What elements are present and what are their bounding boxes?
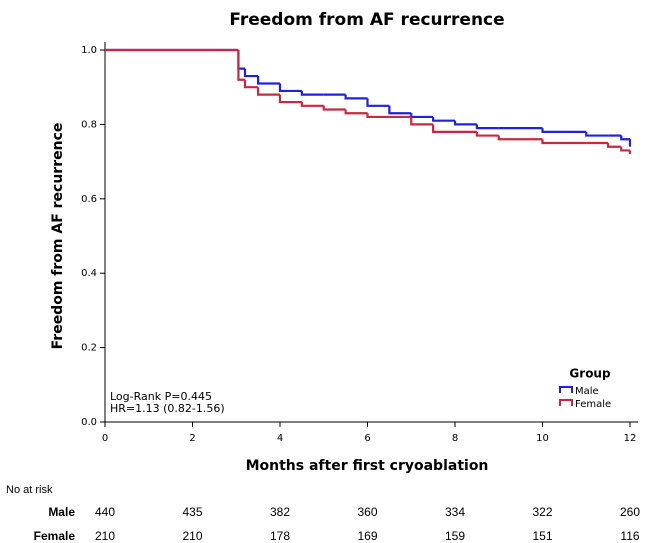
x-tick-label: 10: [536, 433, 549, 444]
legend-swatch: [559, 386, 573, 393]
risk-row-label: Female: [34, 529, 76, 543]
annotation: HR=1.13 (0.82-1.56): [110, 402, 225, 415]
km-step: [278, 83, 302, 93]
y-tick-label: 0.2: [81, 343, 97, 354]
km-step: [278, 94, 302, 104]
km-step: [322, 105, 346, 111]
km-step: [410, 116, 434, 126]
legend-title: Group: [569, 367, 611, 381]
risk-count: 382: [270, 505, 290, 519]
x-tick-label: 6: [364, 433, 370, 444]
y-tick-label: 0.6: [81, 194, 97, 205]
risk-count: 210: [182, 529, 202, 543]
risk-count: 210: [95, 529, 115, 543]
risk-count: 178: [270, 529, 290, 543]
km-step: [620, 135, 630, 141]
km-step: [300, 90, 324, 96]
x-axis-label: Months after first cryoablation: [246, 458, 489, 474]
km-step: [410, 113, 434, 119]
y-axis-label: Freedom from AF recurrence: [50, 123, 66, 350]
risk-count: 116: [620, 529, 639, 543]
y-tick-label: 0.4: [81, 268, 97, 279]
km-step: [300, 102, 324, 107]
x-tick-label: 0: [102, 433, 108, 444]
y-tick-label: 1.0: [81, 45, 97, 56]
km-step: [497, 135, 543, 141]
x-tick-label: 2: [189, 433, 195, 444]
km-step: [243, 79, 259, 89]
risk-count: 360: [357, 505, 377, 519]
y-tick-label: 0.0: [81, 417, 97, 428]
x-tick-label: 8: [452, 433, 458, 444]
km-step: [607, 143, 622, 148]
km-step: [475, 131, 499, 137]
risk-count: 435: [182, 505, 202, 519]
km-step: [388, 105, 412, 115]
km-step: [243, 68, 259, 78]
chart-title: Freedom from AF recurrence: [229, 10, 504, 30]
risk-count: 440: [95, 505, 115, 519]
annotation: Log-Rank P=0.445: [110, 390, 212, 403]
km-step: [366, 98, 390, 107]
risk-count: 322: [532, 505, 552, 519]
x-tick-label: 12: [624, 433, 637, 444]
km-step: [257, 87, 280, 96]
km-step: [366, 113, 390, 119]
risk-table-title: No at risk: [6, 484, 53, 496]
km-step: [432, 116, 455, 122]
km-step: [541, 139, 587, 145]
km-step: [620, 146, 630, 152]
km-step: [344, 109, 368, 115]
km-step: [257, 76, 280, 85]
km-step: [432, 124, 455, 133]
km-step: [237, 50, 245, 81]
y-tick-label: 0.8: [81, 119, 97, 130]
x-tick-label: 4: [277, 433, 283, 444]
legend-label: Female: [575, 399, 611, 410]
legend-label: Male: [575, 386, 599, 397]
risk-row-label: Male: [48, 505, 75, 519]
risk-count: 334: [445, 505, 465, 519]
km-step: [585, 131, 609, 137]
km-step: [475, 124, 499, 130]
km-step: [541, 128, 587, 133]
risk-count: 260: [620, 505, 640, 519]
risk-count: 159: [445, 529, 465, 543]
legend-swatch: [559, 399, 573, 406]
risk-count: 169: [357, 529, 377, 543]
km-step: [453, 120, 477, 126]
risk-count: 151: [532, 529, 552, 543]
km-step: [344, 94, 368, 100]
